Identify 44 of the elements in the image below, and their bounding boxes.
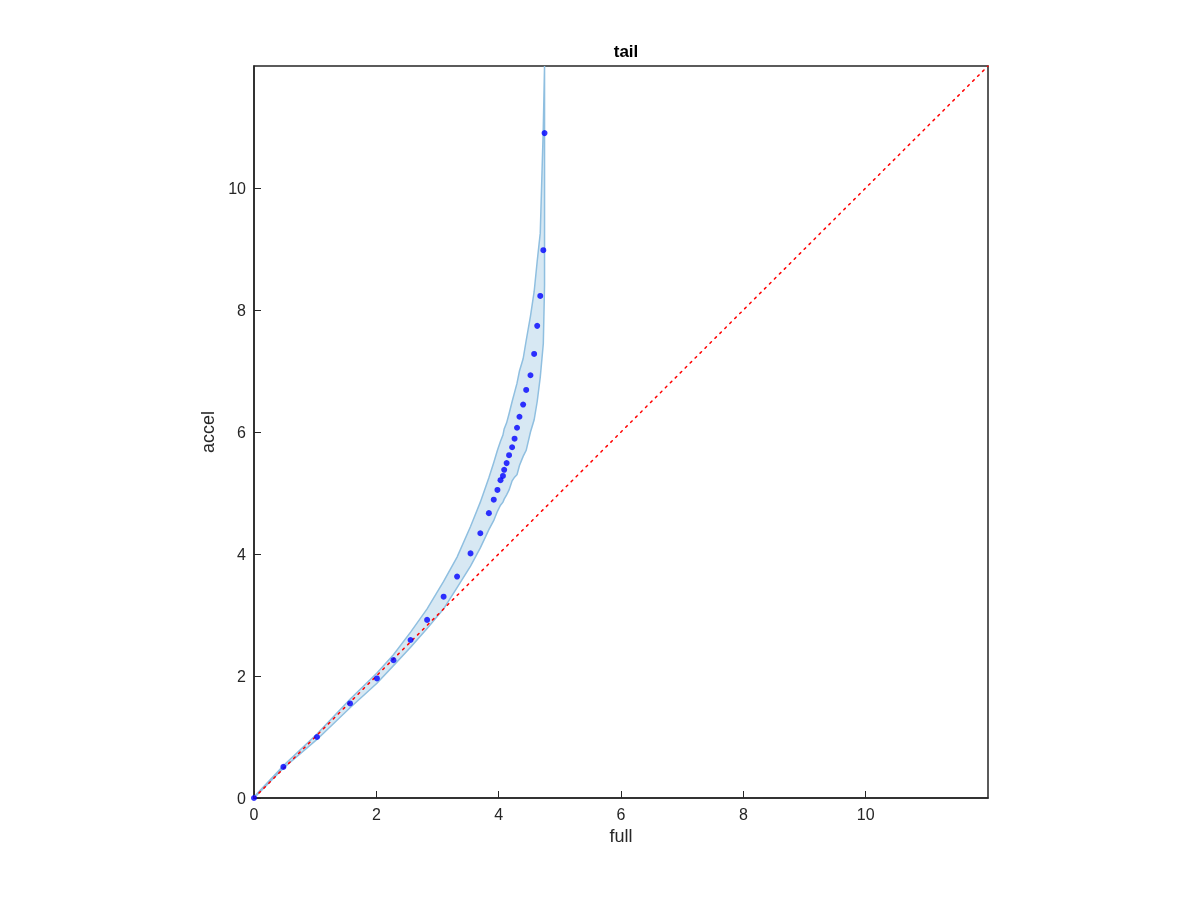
point	[501, 466, 508, 473]
point	[531, 350, 538, 357]
x-tick-label: 6	[616, 805, 626, 823]
x-axis-title: full	[609, 825, 633, 846]
x-tick-label: 8	[738, 805, 748, 823]
point	[527, 372, 534, 379]
x-tick-label: 0	[249, 805, 259, 823]
point	[454, 573, 461, 580]
x-tick-label: 2	[371, 805, 381, 823]
point	[503, 460, 510, 467]
point	[523, 386, 530, 393]
point	[424, 616, 431, 623]
point	[407, 637, 414, 644]
point	[520, 401, 527, 408]
point	[534, 322, 541, 329]
point	[540, 247, 547, 254]
x-tick-label: 4	[494, 805, 504, 823]
point	[509, 444, 516, 451]
y-tick-label: 10	[228, 179, 247, 197]
point	[280, 763, 287, 770]
x-tick-label: 10	[856, 805, 875, 823]
point	[499, 472, 506, 479]
y-tick-label: 6	[237, 423, 247, 441]
point	[251, 795, 257, 801]
point	[477, 530, 484, 537]
point	[490, 496, 497, 503]
point	[537, 292, 544, 299]
chart-title: tail	[613, 42, 639, 61]
y-tick-label: 8	[237, 301, 247, 319]
point	[541, 130, 548, 137]
point	[516, 413, 523, 420]
point	[494, 486, 501, 493]
point	[506, 452, 513, 459]
point	[314, 734, 320, 740]
point	[390, 657, 397, 664]
point	[440, 593, 447, 600]
y-tick-label: 0	[237, 789, 247, 807]
y-axis-title: accel	[198, 410, 219, 454]
y-tick-label: 4	[237, 545, 247, 563]
point	[514, 424, 521, 431]
point	[347, 700, 354, 707]
point	[485, 510, 492, 517]
y-tick-label: 2	[237, 667, 247, 685]
point	[373, 675, 380, 682]
